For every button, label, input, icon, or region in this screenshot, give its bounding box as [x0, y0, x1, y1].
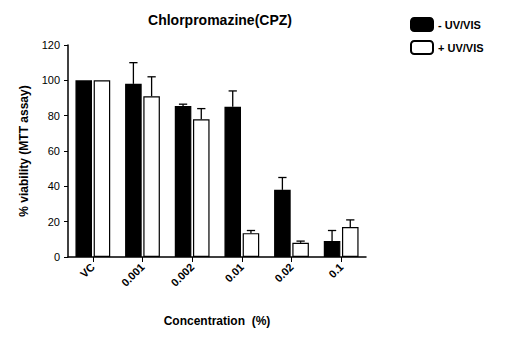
svg-text:Chlorpromazine(CPZ): Chlorpromazine(CPZ)	[148, 12, 292, 28]
svg-text:VC: VC	[78, 261, 97, 280]
svg-text:0.01: 0.01	[222, 261, 246, 285]
svg-text:120: 120	[42, 39, 60, 51]
svg-text:20: 20	[48, 216, 60, 228]
svg-text:80: 80	[48, 110, 60, 122]
svg-text:100: 100	[42, 74, 60, 86]
svg-text:40: 40	[48, 180, 60, 192]
svg-text:0: 0	[54, 251, 60, 263]
svg-text:0.02: 0.02	[272, 261, 296, 285]
svg-text:% viability (MTT assay): % viability (MTT assay)	[17, 85, 31, 216]
svg-text:60: 60	[48, 145, 60, 157]
svg-text:0.1: 0.1	[326, 261, 345, 280]
svg-text:- UV/VIS: - UV/VIS	[438, 19, 481, 31]
svg-text:0.002: 0.002	[168, 261, 196, 289]
svg-text:0.001: 0.001	[119, 261, 147, 289]
svg-text:Concentration (%): Concentration (%)	[164, 314, 271, 328]
svg-text:+ UV/VIS: + UV/VIS	[438, 42, 484, 54]
